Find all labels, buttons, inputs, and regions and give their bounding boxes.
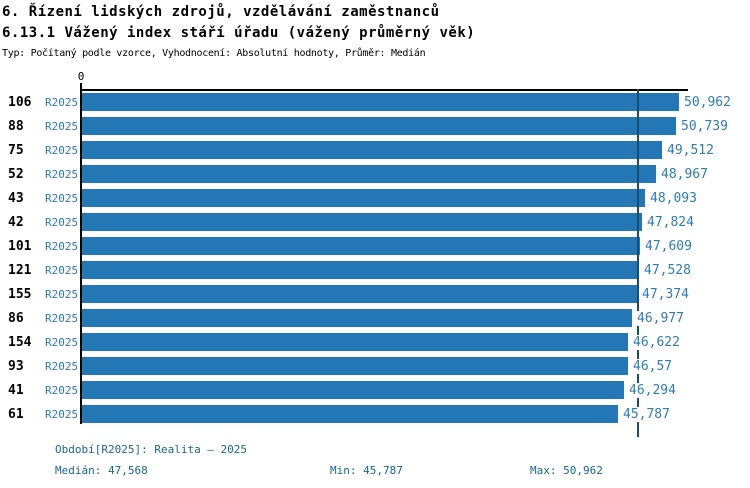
report-subtitle: 6.13.1 Vážený index stáří úřadu (vážený …: [2, 25, 476, 41]
bar-value-label: 47,609: [644, 239, 693, 254]
row-series-label: R2025: [45, 144, 79, 157]
row-id-label: 121: [8, 263, 32, 278]
bar-101: [82, 237, 640, 255]
row-series-label: R2025: [45, 288, 79, 301]
bar-value-label: 47,824: [646, 215, 695, 230]
row-id-label: 42: [8, 215, 24, 230]
bar-value-label: 46,57: [632, 359, 674, 374]
footer-median-label: Medián: 47,568: [55, 464, 148, 477]
row-series-label: R2025: [45, 96, 79, 109]
bar-value-label: 49,512: [666, 143, 715, 158]
row-id-label: 52: [8, 167, 24, 182]
row-id-label: 155: [8, 287, 32, 302]
bar-106: [82, 93, 679, 111]
y-axis-line: [80, 83, 82, 424]
row-id-label: 101: [8, 239, 32, 254]
report-title: 6. Řízení lidských zdrojů, vzdělávání za…: [2, 4, 440, 20]
footer-min-label: Min: 45,787: [330, 464, 403, 477]
bar-41: [82, 381, 624, 399]
row-id-label: 106: [8, 95, 32, 110]
bar-value-label: 46,977: [636, 311, 685, 326]
bar-value-label: 46,294: [628, 383, 677, 398]
x-axis-zero-tick-label: 0: [77, 70, 85, 83]
bar-86: [82, 309, 632, 327]
footer-max-label: Max: 50,962: [530, 464, 603, 477]
row-id-label: 93: [8, 359, 24, 374]
row-id-label: 61: [8, 407, 24, 422]
bar-value-label: 50,962: [683, 95, 732, 110]
row-series-label: R2025: [45, 264, 79, 277]
row-id-label: 86: [8, 311, 24, 326]
bar-42: [82, 213, 642, 231]
bar-value-label: 45,787: [622, 407, 671, 422]
row-series-label: R2025: [45, 240, 79, 253]
x-axis-top-line: [80, 89, 688, 91]
bar-value-label: 48,093: [649, 191, 698, 206]
bar-value-label: 47,528: [643, 263, 692, 278]
row-series-label: R2025: [45, 360, 79, 373]
bar-61: [82, 405, 618, 423]
row-series-label: R2025: [45, 168, 79, 181]
bar-value-label: 46,622: [632, 335, 681, 350]
median-line: [637, 89, 639, 437]
row-id-label: 154: [8, 335, 32, 350]
footer-period-label: Období[R2025]: Realita – 2025: [55, 443, 248, 456]
bar-93: [82, 357, 628, 375]
bar-value-label: 47,374: [641, 287, 690, 302]
row-series-label: R2025: [45, 120, 79, 133]
bar-75: [82, 141, 662, 159]
bar-154: [82, 333, 628, 351]
bar-52: [82, 165, 656, 183]
row-id-label: 41: [8, 383, 24, 398]
row-series-label: R2025: [45, 216, 79, 229]
row-id-label: 43: [8, 191, 24, 206]
row-series-label: R2025: [45, 336, 79, 349]
bar-155: [82, 285, 637, 303]
bar-43: [82, 189, 645, 207]
bar-88: [82, 117, 676, 135]
row-id-label: 88: [8, 119, 24, 134]
row-series-label: R2025: [45, 312, 79, 325]
row-series-label: R2025: [45, 384, 79, 397]
row-series-label: R2025: [45, 192, 79, 205]
row-id-label: 75: [8, 143, 24, 158]
bar-value-label: 50,739: [680, 119, 729, 134]
report-meta-line: Typ: Počítaný podle vzorce, Vyhodnocení:…: [2, 48, 426, 59]
bar-value-label: 48,967: [660, 167, 709, 182]
row-series-label: R2025: [45, 408, 79, 421]
bar-121: [82, 261, 639, 279]
